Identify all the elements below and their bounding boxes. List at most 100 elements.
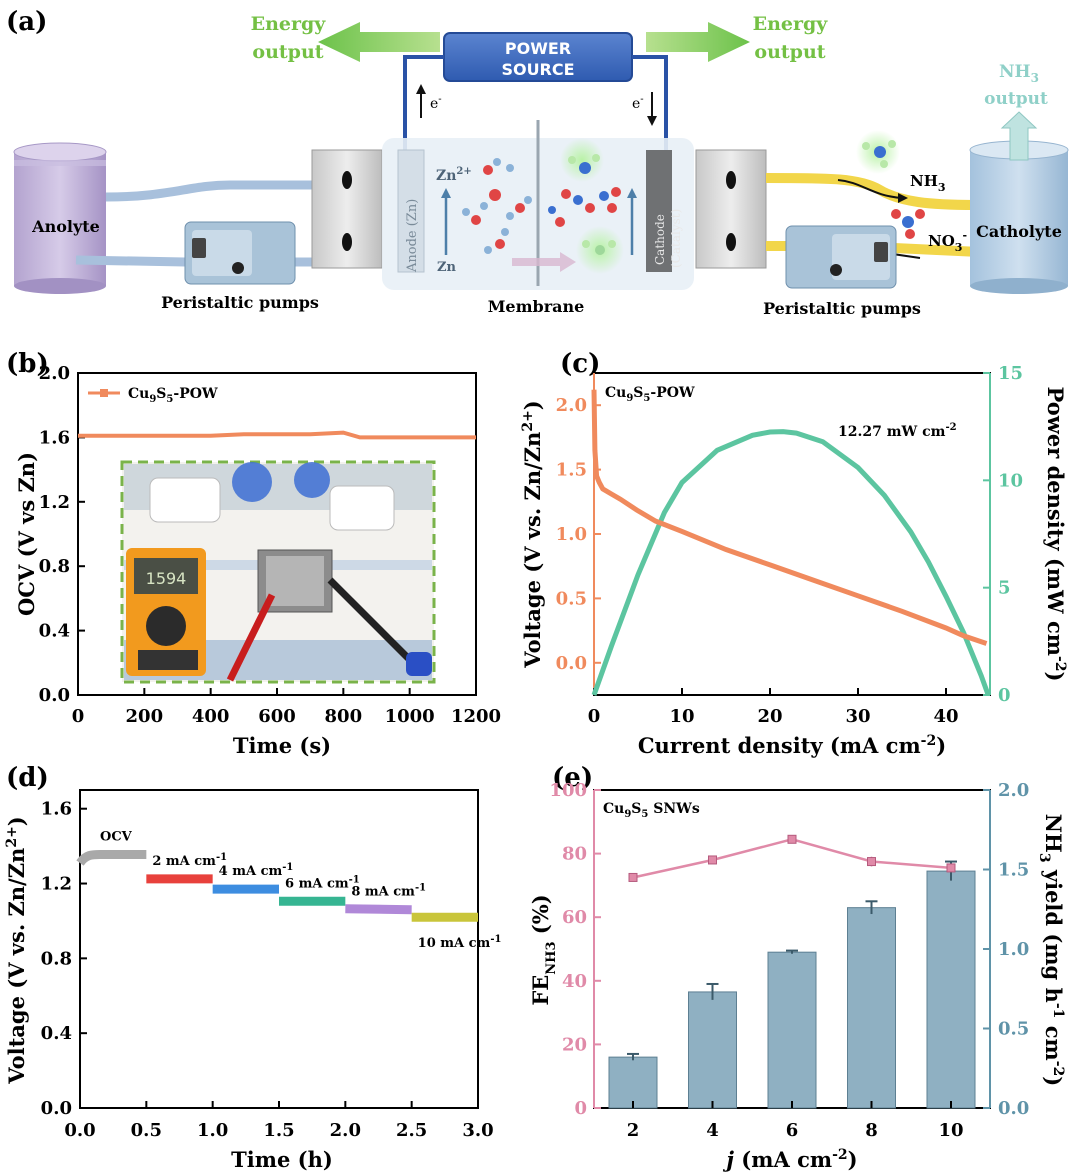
chart-e-ytick-right-label: 0.5 bbox=[998, 1019, 1029, 1040]
catholyte-tank bbox=[969, 140, 1069, 294]
left-pump bbox=[184, 221, 296, 285]
chart-c-xtick-label: 20 bbox=[757, 706, 782, 727]
chart-e-ylabel-right: NH3 yield (mg h-1 cm-2) bbox=[1036, 814, 1066, 1086]
chart-c-ytick-left-label: 2.0 bbox=[556, 395, 587, 416]
cathode-wire bbox=[632, 55, 668, 160]
chart-e: (e) Cu9S5 SNWs 2 4 6 8 100204060801000.00.51… bbox=[528, 763, 1066, 1172]
peristaltic-pumps-left-label: Peristaltic pumps bbox=[161, 293, 319, 312]
chart-e-fe-point bbox=[787, 834, 797, 844]
nh3-output-label-1: NH3 bbox=[999, 62, 1039, 85]
chart-b-ytick-label: 0.8 bbox=[39, 556, 70, 577]
membrane-label: Membrane bbox=[488, 297, 585, 316]
chart-d-segment bbox=[76, 850, 147, 866]
chart-b-ytick-label: 2.0 bbox=[39, 363, 70, 384]
chart-e-ytick-right-label: 1.5 bbox=[998, 860, 1029, 881]
chart-c-ytick-left-label: 0.0 bbox=[556, 653, 587, 674]
electron-label-left: e- bbox=[430, 94, 442, 112]
chart-e-ytick-left-label: 0 bbox=[574, 1098, 587, 1119]
chart-e-xtick-label: 8 bbox=[865, 1120, 878, 1141]
energy-output-arrow-right bbox=[646, 22, 750, 62]
chart-d-ytick-label: 1.6 bbox=[41, 799, 72, 820]
energy-output-right-2: output bbox=[754, 41, 825, 63]
energy-output-right-1: Energy bbox=[753, 13, 829, 35]
chart-d-ytick-label: 0.0 bbox=[41, 1098, 72, 1119]
anode-wire bbox=[403, 55, 444, 160]
chart-d-segment-label: 10 mA cm-1 bbox=[418, 934, 502, 951]
chart-e-fe-line bbox=[632, 838, 952, 879]
chart-c-xtick-label: 0 bbox=[588, 706, 601, 727]
chart-e-ylabel-left: FENH3 (%) bbox=[528, 894, 559, 1005]
catholyte-label: Catholyte bbox=[976, 222, 1062, 241]
peristaltic-pumps-right-label: Peristaltic pumps bbox=[763, 299, 921, 318]
zn2-label: Zn2+ bbox=[436, 166, 472, 184]
chart-c-ytick-right-label: 5 bbox=[998, 578, 1011, 599]
chart-e-bar bbox=[767, 951, 817, 1109]
panel-label-b: (b) bbox=[6, 349, 49, 379]
chart-c-xtick-label: 30 bbox=[845, 706, 870, 727]
chart-b-ylabel: OCV (V vs Zn) bbox=[14, 452, 39, 616]
chart-d-xtick-label: 0.0 bbox=[64, 1120, 95, 1141]
chart-b: (b) 0 200 400 600 800 1000 1200 0.0 0.4 0.8 1.2 1.6… bbox=[6, 349, 501, 758]
ammonia-molecules-right bbox=[548, 138, 624, 274]
chart-c-title: Cu9S5-POW bbox=[605, 385, 695, 404]
anode-electrode bbox=[397, 149, 425, 273]
chart-e-fe-point bbox=[946, 863, 956, 873]
chart-c-ytick-right-label: 10 bbox=[998, 470, 1023, 491]
energy-output-arrow-left bbox=[318, 22, 440, 62]
chart-b-legend-text: Cu9S5-POW bbox=[128, 386, 218, 405]
floating-no3-molecule bbox=[891, 209, 925, 239]
chart-d-xlabel: Time (h) bbox=[231, 1147, 333, 1172]
multimeter-reading: 1594 bbox=[146, 569, 187, 588]
cathode-label-2: (Catalyst) bbox=[669, 209, 683, 268]
chart-d: (d) 0.0 0.5 1.0 1.5 2.0 2.5 3.0 0.0 0.4 0.8 1.2 1.6… bbox=[4, 763, 501, 1172]
chart-d-ytick-label: 0.4 bbox=[41, 1023, 72, 1044]
chart-c-xtick-label: 10 bbox=[669, 706, 694, 727]
chart-c-peak-annotation: 12.27 mW cm-2 bbox=[838, 422, 957, 440]
chart-b-ytick-label: 1.2 bbox=[39, 492, 70, 513]
energy-output-left-1: Energy bbox=[251, 13, 327, 35]
power-source-label-1: POWER bbox=[505, 39, 571, 58]
chart-b-ytick-label: 0.4 bbox=[39, 621, 70, 642]
chart-e-xtick-label: 10 bbox=[938, 1120, 963, 1141]
panel-label-a: (a) bbox=[6, 7, 47, 37]
right-pump bbox=[785, 225, 897, 289]
zn-label: Zn bbox=[437, 260, 456, 275]
chart-b-xtick-label: 1200 bbox=[451, 706, 501, 727]
chart-e-ytick-left-label: 20 bbox=[562, 1034, 587, 1055]
chart-c-ytick-right-label: 15 bbox=[998, 363, 1023, 384]
nh3-label: NH3 bbox=[910, 172, 946, 194]
chart-c-ylabel-right: Power density (mW cm-2) bbox=[1043, 387, 1068, 682]
chart-c-voltage-curve bbox=[591, 389, 988, 646]
chart-e-xlabel: j (mA cm-2) bbox=[722, 1147, 857, 1172]
chart-d-segment-label: 4 mA cm-1 bbox=[219, 862, 294, 879]
chart-b-inset-photo: 1594 bbox=[120, 460, 436, 684]
chart-e-ytick-left-label: 80 bbox=[562, 844, 587, 865]
chart-c-xtick-label: 40 bbox=[933, 706, 958, 727]
chart-e-bar bbox=[608, 1056, 658, 1109]
chart-b-ytick-label: 0.0 bbox=[39, 685, 70, 706]
cathode-label-1: Cathode bbox=[653, 214, 667, 265]
chart-b-xtick-label: 200 bbox=[126, 706, 164, 727]
chart-d-xtick-label: 2.5 bbox=[396, 1120, 427, 1141]
anolyte-label: Anolyte bbox=[31, 217, 100, 236]
power-source-label-2: SOURCE bbox=[501, 60, 574, 79]
chart-b-xtick-label: 1000 bbox=[385, 706, 435, 727]
chart-c-ytick-right-label: 0 bbox=[998, 685, 1011, 706]
chart-e-title: Cu9S5 SNWs bbox=[603, 801, 700, 820]
chart-d-segment-label: 6 mA cm-1 bbox=[285, 874, 360, 891]
chart-d-xtick-label: 1.0 bbox=[197, 1120, 228, 1141]
chart-d-ytick-label: 0.8 bbox=[41, 948, 72, 969]
chart-c-power-density-curve bbox=[591, 429, 991, 696]
chart-c-ylabel-left: Voltage (V vs. Zn/Zn2+) bbox=[520, 400, 545, 669]
tube-right-top bbox=[765, 173, 976, 210]
nh3-output-arrow bbox=[1000, 111, 1038, 161]
energy-output-left-2: output bbox=[252, 41, 323, 63]
chart-b-xtick-label: 600 bbox=[258, 706, 296, 727]
chart-e-fe-point bbox=[867, 857, 876, 867]
chart-b-xtick-label: 800 bbox=[325, 706, 363, 727]
chart-e-ytick-right-label: 2.0 bbox=[998, 780, 1029, 801]
chart-d-xtick-label: 1.5 bbox=[263, 1120, 294, 1141]
chart-e-xtick-label: 4 bbox=[706, 1120, 719, 1141]
